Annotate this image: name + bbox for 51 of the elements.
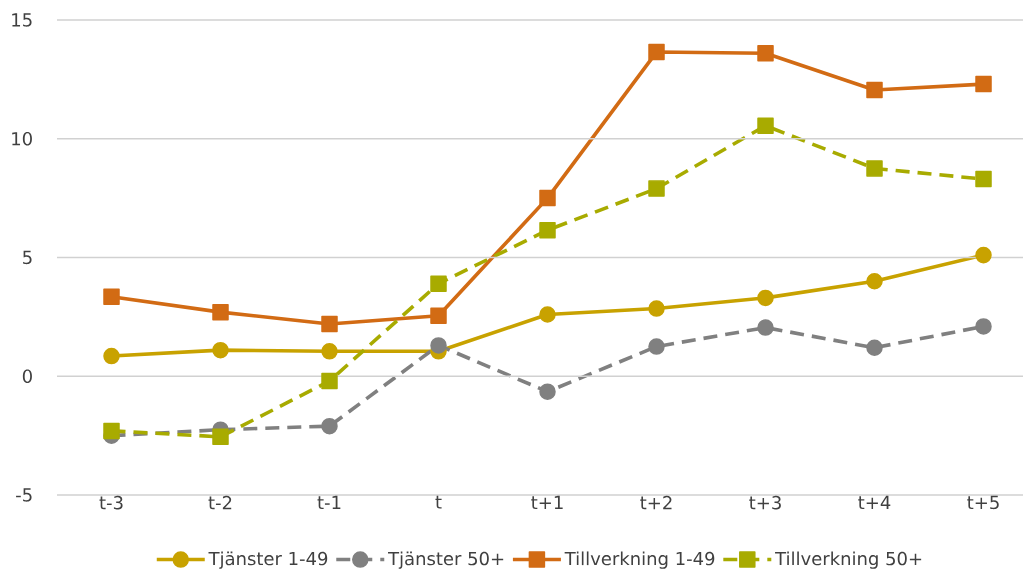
point bbox=[321, 372, 338, 390]
point bbox=[103, 422, 120, 440]
point bbox=[866, 160, 883, 177]
point bbox=[430, 337, 447, 354]
point bbox=[648, 180, 665, 197]
x-tick-label: t+1 bbox=[531, 495, 563, 509]
point bbox=[430, 307, 447, 324]
point bbox=[539, 189, 556, 207]
point bbox=[212, 303, 229, 321]
point bbox=[103, 288, 120, 305]
x-tick-label: t-3 bbox=[99, 495, 123, 510]
point bbox=[866, 339, 883, 356]
point bbox=[757, 289, 774, 307]
y-tick-label: 10 bbox=[12, 131, 32, 146]
point bbox=[975, 75, 992, 93]
x-tick-label: t+3 bbox=[749, 495, 781, 510]
point bbox=[321, 343, 338, 360]
point bbox=[321, 417, 338, 435]
point bbox=[430, 275, 447, 292]
point bbox=[648, 300, 665, 317]
point bbox=[321, 315, 338, 333]
y-tick-label: -5 bbox=[16, 488, 32, 502]
point bbox=[212, 341, 229, 359]
legend-label: Tillverkning 1-49 bbox=[564, 551, 715, 569]
y-tick-label: 15 bbox=[12, 13, 32, 27]
point bbox=[866, 273, 883, 290]
point bbox=[757, 117, 774, 134]
x-tick-label: t+4 bbox=[858, 495, 891, 509]
point bbox=[212, 428, 229, 446]
point bbox=[757, 45, 774, 62]
point bbox=[103, 347, 120, 365]
point bbox=[757, 319, 774, 336]
x-tick-label: t+5 bbox=[967, 495, 999, 510]
point bbox=[866, 81, 883, 99]
point bbox=[975, 246, 992, 264]
point bbox=[975, 318, 992, 335]
y-tick-label: 0 bbox=[22, 369, 32, 384]
point bbox=[539, 383, 556, 400]
point bbox=[539, 306, 556, 323]
point bbox=[975, 170, 992, 188]
point bbox=[648, 338, 665, 355]
x-tick-label: t bbox=[435, 495, 442, 509]
point bbox=[648, 43, 665, 61]
y-tick-label: 5 bbox=[23, 250, 32, 265]
legend-label: Tjänster 50+ bbox=[388, 551, 504, 569]
x-tick-label: t-2 bbox=[208, 495, 232, 510]
legend-label: Tillverkning 50+ bbox=[775, 551, 922, 569]
legend-label: Tjänster 1-49 bbox=[208, 551, 328, 569]
x-tick-label: t-1 bbox=[317, 495, 341, 509]
point bbox=[539, 221, 556, 239]
x-tick-label: t+2 bbox=[640, 495, 672, 510]
